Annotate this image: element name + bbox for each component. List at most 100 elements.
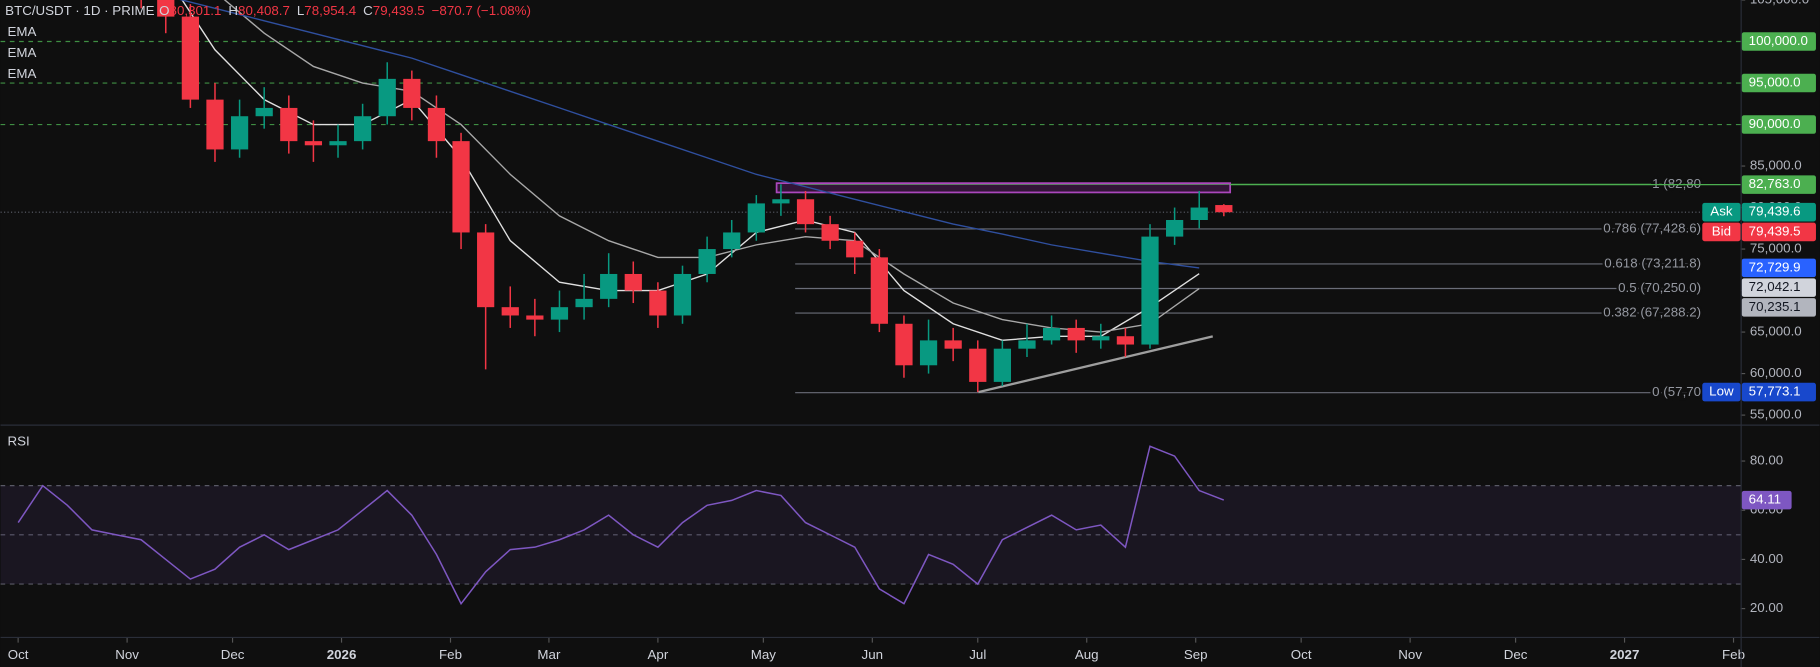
ema-line — [223, 0, 1200, 333]
price-box-label: 79,439.5 — [1749, 223, 1801, 238]
fib-label: 0 (57,70 — [1652, 384, 1701, 399]
candle-body — [1166, 220, 1184, 237]
fib-label: 0.382 (67,288.2) — [1603, 305, 1701, 320]
x-tick-label: Nov — [115, 647, 139, 662]
price-pane: 1 (82,80 0.786 (77,428.6) 0.618 (73,211.8)… — [0, 0, 1741, 402]
candle-body — [895, 323, 913, 366]
rsi-pane — [0, 445, 1741, 606]
price-box — [1741, 222, 1816, 242]
price-tag-label: Bid — [1712, 223, 1731, 238]
y-tick-label: 75,000.0 — [1750, 241, 1802, 256]
candle-body — [526, 315, 544, 320]
candle-body — [673, 273, 692, 316]
candle-body — [230, 116, 249, 150]
trendline — [978, 335, 1214, 394]
x-tick-label: Apr — [648, 647, 669, 662]
price-box-label: 70,235.1 — [1749, 299, 1801, 314]
candle-body — [157, 0, 175, 17]
legend-entry: EMA — [8, 45, 37, 60]
candle-body — [255, 107, 273, 117]
price-box-label: 100,000.0 — [1749, 33, 1808, 48]
candle-body — [846, 240, 864, 258]
candle-body — [747, 203, 765, 233]
symbol-title: BTC/USDT · 1D · PRIME — [5, 3, 154, 18]
change-value: −870.7 (−1.08%) — [432, 3, 531, 18]
candle-body — [993, 348, 1011, 382]
candle-body — [206, 99, 224, 150]
price-box-label: 90,000.0 — [1749, 116, 1801, 131]
candle-body — [772, 199, 790, 204]
ohlc-key: O — [159, 3, 169, 18]
price-box-label: 82,763.0 — [1749, 176, 1801, 191]
fib-label: 0.618 (73,211.8) — [1604, 255, 1701, 270]
rsi-value-box — [1741, 490, 1792, 510]
candle-body — [1092, 336, 1110, 341]
candle-body — [969, 348, 987, 382]
price-tag — [1702, 382, 1741, 402]
candle-body — [501, 307, 519, 316]
rsi-title: RSI — [8, 433, 30, 448]
x-tick-label: 2027 — [1610, 647, 1640, 662]
candle-body — [1067, 327, 1085, 341]
ohlc-value: 80,301.1 — [170, 3, 222, 18]
rsi-line — [17, 445, 1225, 606]
y-tick-label: 60,000.0 — [1750, 365, 1802, 380]
candle-body — [919, 340, 938, 366]
candle-body — [354, 116, 372, 142]
price-box — [1741, 73, 1816, 93]
candle-body — [329, 141, 347, 146]
rsi-y-tick-label: 80.00 — [1750, 453, 1783, 468]
candle-body — [944, 340, 962, 349]
fib-label: 0.786 (77,428.6) — [1603, 220, 1701, 235]
price-tag — [1702, 222, 1741, 242]
price-tag-label: Low — [1709, 384, 1734, 399]
legend-entry: EMA — [8, 66, 37, 81]
price-box-label: 72,042.1 — [1749, 279, 1801, 294]
x-tick-label: Nov — [1398, 647, 1422, 662]
price-box — [1741, 115, 1816, 134]
rsi-band — [0, 485, 1741, 585]
y-tick-label: 85,000.0 — [1750, 158, 1802, 173]
candle-body — [427, 107, 446, 142]
rsi-value-label: 64.11 — [1749, 492, 1781, 507]
candle-body — [1215, 205, 1233, 213]
candle-body — [378, 78, 396, 117]
overlay: 55,000.060,000.065,000.070,000.075,000.0… — [5, 0, 1816, 662]
rsi-y-tick-label: 40.00 — [1750, 551, 1783, 566]
candle-body — [870, 257, 888, 324]
x-tick-label: Dec — [1504, 647, 1528, 662]
candle-body — [1190, 207, 1208, 221]
candle-body — [649, 290, 667, 316]
candle-body — [181, 16, 199, 100]
candle-body — [280, 107, 298, 142]
y-tick-label: 55,000.0 — [1750, 407, 1802, 422]
y-tick-label: 65,000.0 — [1750, 324, 1802, 339]
price-box-label: 72,729.9 — [1749, 259, 1801, 274]
candle-body — [1116, 336, 1135, 345]
x-tick-label: Mar — [537, 647, 561, 662]
x-tick-label: Feb — [1722, 647, 1745, 662]
candle-body — [1141, 236, 1159, 345]
fib-label: 0.5 (70,250.0) — [1618, 280, 1701, 295]
x-tick-label: Jul — [969, 647, 986, 662]
x-tick-label: Aug — [1075, 647, 1099, 662]
price-box-label: 57,773.1 — [1749, 384, 1801, 399]
price-box — [1741, 258, 1816, 278]
candle-body — [821, 224, 839, 241]
price-tag — [1702, 202, 1741, 222]
x-tick-label: Oct — [8, 647, 29, 662]
candle-body — [796, 199, 815, 225]
candle-body — [575, 298, 593, 308]
candle-body — [304, 141, 323, 146]
candle-body — [698, 249, 716, 274]
ema-line — [179, 0, 1200, 269]
x-tick-label: Oct — [1291, 647, 1312, 662]
ohlc-value: 78,954.4 — [304, 3, 356, 18]
candle-body — [600, 273, 618, 299]
price-box — [1741, 175, 1816, 194]
price-box — [1741, 298, 1816, 317]
price-box — [1741, 278, 1816, 297]
fib-zone — [775, 182, 1232, 194]
